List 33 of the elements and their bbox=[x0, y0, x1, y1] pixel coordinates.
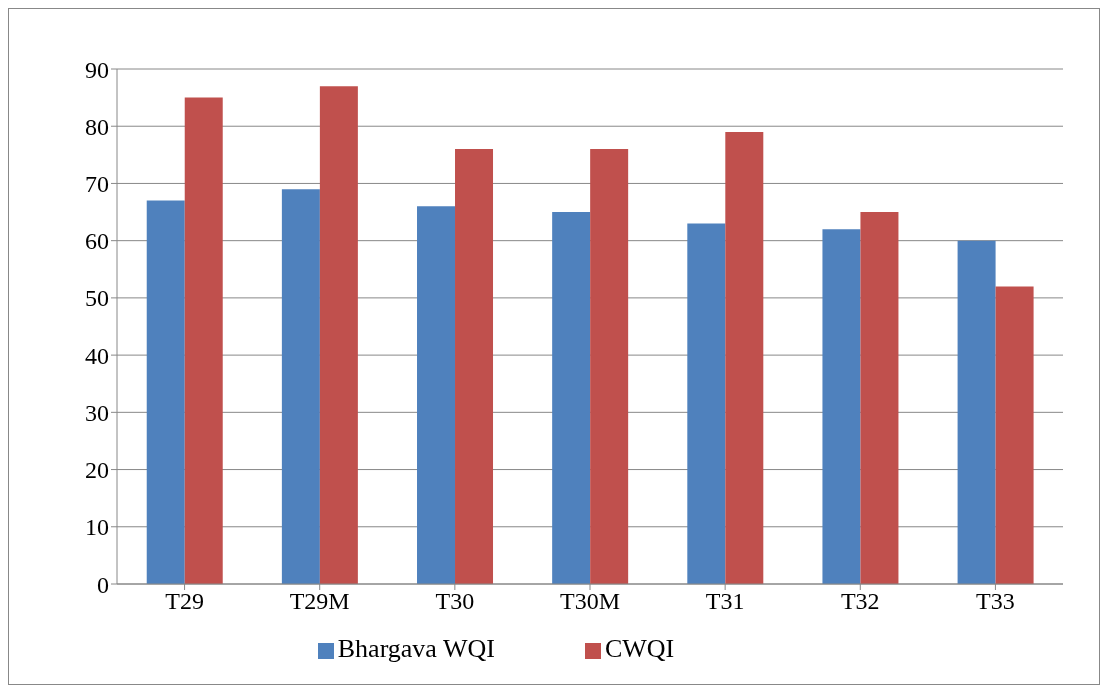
x-tick-label: T33 bbox=[976, 588, 1015, 615]
y-tick-label: 50 bbox=[85, 285, 109, 312]
y-tick-label: 80 bbox=[85, 113, 109, 140]
y-tick-label: 0 bbox=[97, 571, 109, 598]
bar bbox=[860, 212, 899, 584]
bar bbox=[552, 212, 591, 584]
y-tick-label: 20 bbox=[85, 457, 109, 484]
bar bbox=[957, 240, 996, 584]
x-tick-label: T30 bbox=[435, 588, 475, 615]
bar bbox=[417, 206, 456, 584]
y-tick-label: 90 bbox=[85, 56, 109, 83]
y-tick-label: 30 bbox=[85, 399, 109, 426]
x-tick-label: T29M bbox=[289, 588, 350, 615]
y-tick-label: 10 bbox=[85, 514, 109, 541]
bar bbox=[995, 286, 1034, 584]
bar bbox=[687, 223, 726, 584]
y-tick-label: 70 bbox=[85, 170, 109, 197]
x-tick-label: T32 bbox=[840, 588, 880, 615]
bar bbox=[281, 189, 320, 584]
y-tick-label: 40 bbox=[85, 342, 109, 369]
legend-label: Bhargava WQI bbox=[337, 634, 495, 663]
bar bbox=[590, 149, 629, 584]
x-tick-label: T30M bbox=[560, 588, 620, 615]
x-tick-label: T29 bbox=[165, 588, 204, 615]
bar bbox=[184, 97, 223, 584]
bar bbox=[146, 200, 185, 584]
y-tick-label: 60 bbox=[85, 228, 109, 255]
bar bbox=[319, 86, 358, 584]
bar bbox=[822, 229, 861, 584]
bar bbox=[455, 149, 494, 584]
x-tick-label: T31 bbox=[705, 588, 745, 615]
bar bbox=[725, 131, 764, 584]
legend-label: CWQI bbox=[604, 634, 675, 663]
